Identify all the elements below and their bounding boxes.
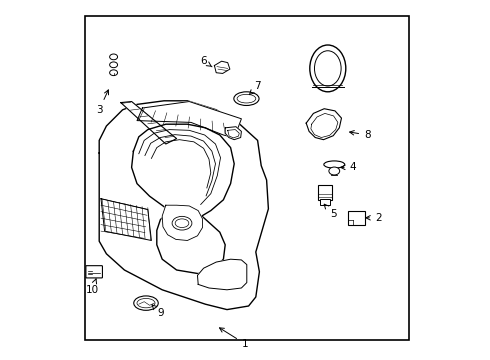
Ellipse shape bbox=[310, 45, 346, 92]
Ellipse shape bbox=[324, 161, 345, 168]
Bar bbox=[347, 211, 365, 225]
Text: 10: 10 bbox=[85, 279, 98, 295]
Ellipse shape bbox=[237, 94, 256, 103]
Text: 1: 1 bbox=[220, 328, 248, 349]
Polygon shape bbox=[306, 109, 342, 140]
Ellipse shape bbox=[110, 62, 118, 68]
Ellipse shape bbox=[175, 219, 189, 228]
FancyBboxPatch shape bbox=[86, 266, 102, 278]
Polygon shape bbox=[215, 61, 230, 73]
Text: 3: 3 bbox=[96, 90, 108, 115]
Text: 8: 8 bbox=[349, 130, 371, 140]
Ellipse shape bbox=[110, 54, 118, 60]
Polygon shape bbox=[137, 102, 242, 137]
Ellipse shape bbox=[172, 216, 192, 230]
Ellipse shape bbox=[234, 92, 259, 105]
Ellipse shape bbox=[329, 167, 340, 175]
Bar bbox=[320, 199, 330, 205]
Ellipse shape bbox=[137, 298, 155, 308]
Text: 6: 6 bbox=[200, 56, 212, 67]
Polygon shape bbox=[121, 102, 176, 144]
Polygon shape bbox=[99, 101, 269, 310]
Polygon shape bbox=[162, 205, 202, 240]
Text: 4: 4 bbox=[341, 162, 356, 172]
Text: 7: 7 bbox=[249, 81, 261, 95]
Text: 5: 5 bbox=[324, 204, 337, 219]
Polygon shape bbox=[101, 199, 151, 240]
Polygon shape bbox=[197, 259, 247, 290]
Ellipse shape bbox=[134, 296, 158, 310]
Ellipse shape bbox=[110, 70, 118, 76]
Polygon shape bbox=[225, 127, 242, 140]
Ellipse shape bbox=[315, 51, 341, 86]
Text: 9: 9 bbox=[152, 305, 164, 318]
Polygon shape bbox=[132, 124, 234, 274]
Bar bbox=[318, 185, 332, 200]
Text: 2: 2 bbox=[366, 213, 382, 223]
